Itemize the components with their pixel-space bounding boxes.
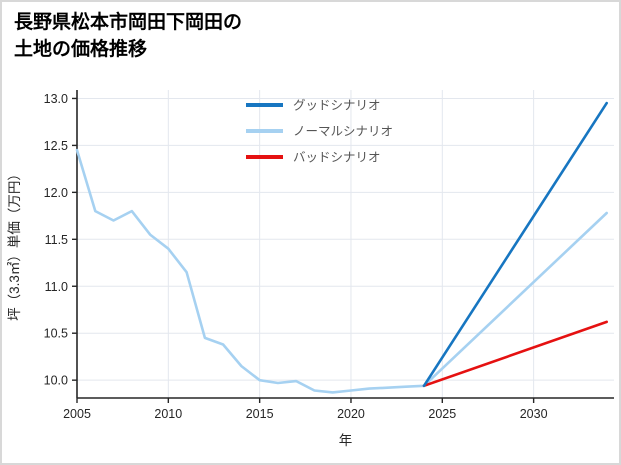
x-tick-label: 2010 (154, 407, 182, 421)
x-tick-label: 2025 (428, 407, 456, 421)
page-title: 長野県松本市岡田下岡田の 土地の価格推移 (14, 10, 242, 63)
x-tick-label: 2015 (246, 407, 274, 421)
x-tick-label: 2030 (520, 407, 548, 421)
y-tick-label: 11.0 (45, 280, 68, 294)
x-tick-label: 2020 (337, 407, 365, 421)
y-tick-label: 13.0 (44, 92, 68, 106)
x-axis-label: 年 (339, 433, 353, 448)
y-tick-label: 12.5 (44, 139, 68, 153)
x-tick-label: 2005 (63, 407, 91, 421)
legend-label-bad-scenario: バッドシナリオ (293, 151, 381, 165)
series-line-bad-scenario (422, 320, 609, 388)
legend-label-good-scenario: グッドシナリオ (293, 99, 381, 113)
y-tick-label: 10.0 (44, 374, 68, 388)
y-tick-label: 11.5 (45, 233, 68, 247)
series-line-normal-scenario (75, 148, 609, 394)
y-axis-label: 坪（3.3㎡）単価（万円） (7, 167, 22, 321)
y-tick-label: 12.0 (44, 186, 68, 200)
page-title-line2: 土地の価格推移 (14, 38, 148, 60)
land-price-line-chart: 2005 2010 2015 2020 2025 2030 10.0 10.5 11.0 11.5… (7, 90, 614, 448)
series-line-good-scenario (422, 101, 609, 388)
page-title-line1: 長野県松本市岡田下岡田の (14, 12, 243, 33)
y-tick-label: 10.5 (44, 327, 68, 341)
legend-label-normal-scenario: ノーマルシナリオ (293, 125, 393, 139)
